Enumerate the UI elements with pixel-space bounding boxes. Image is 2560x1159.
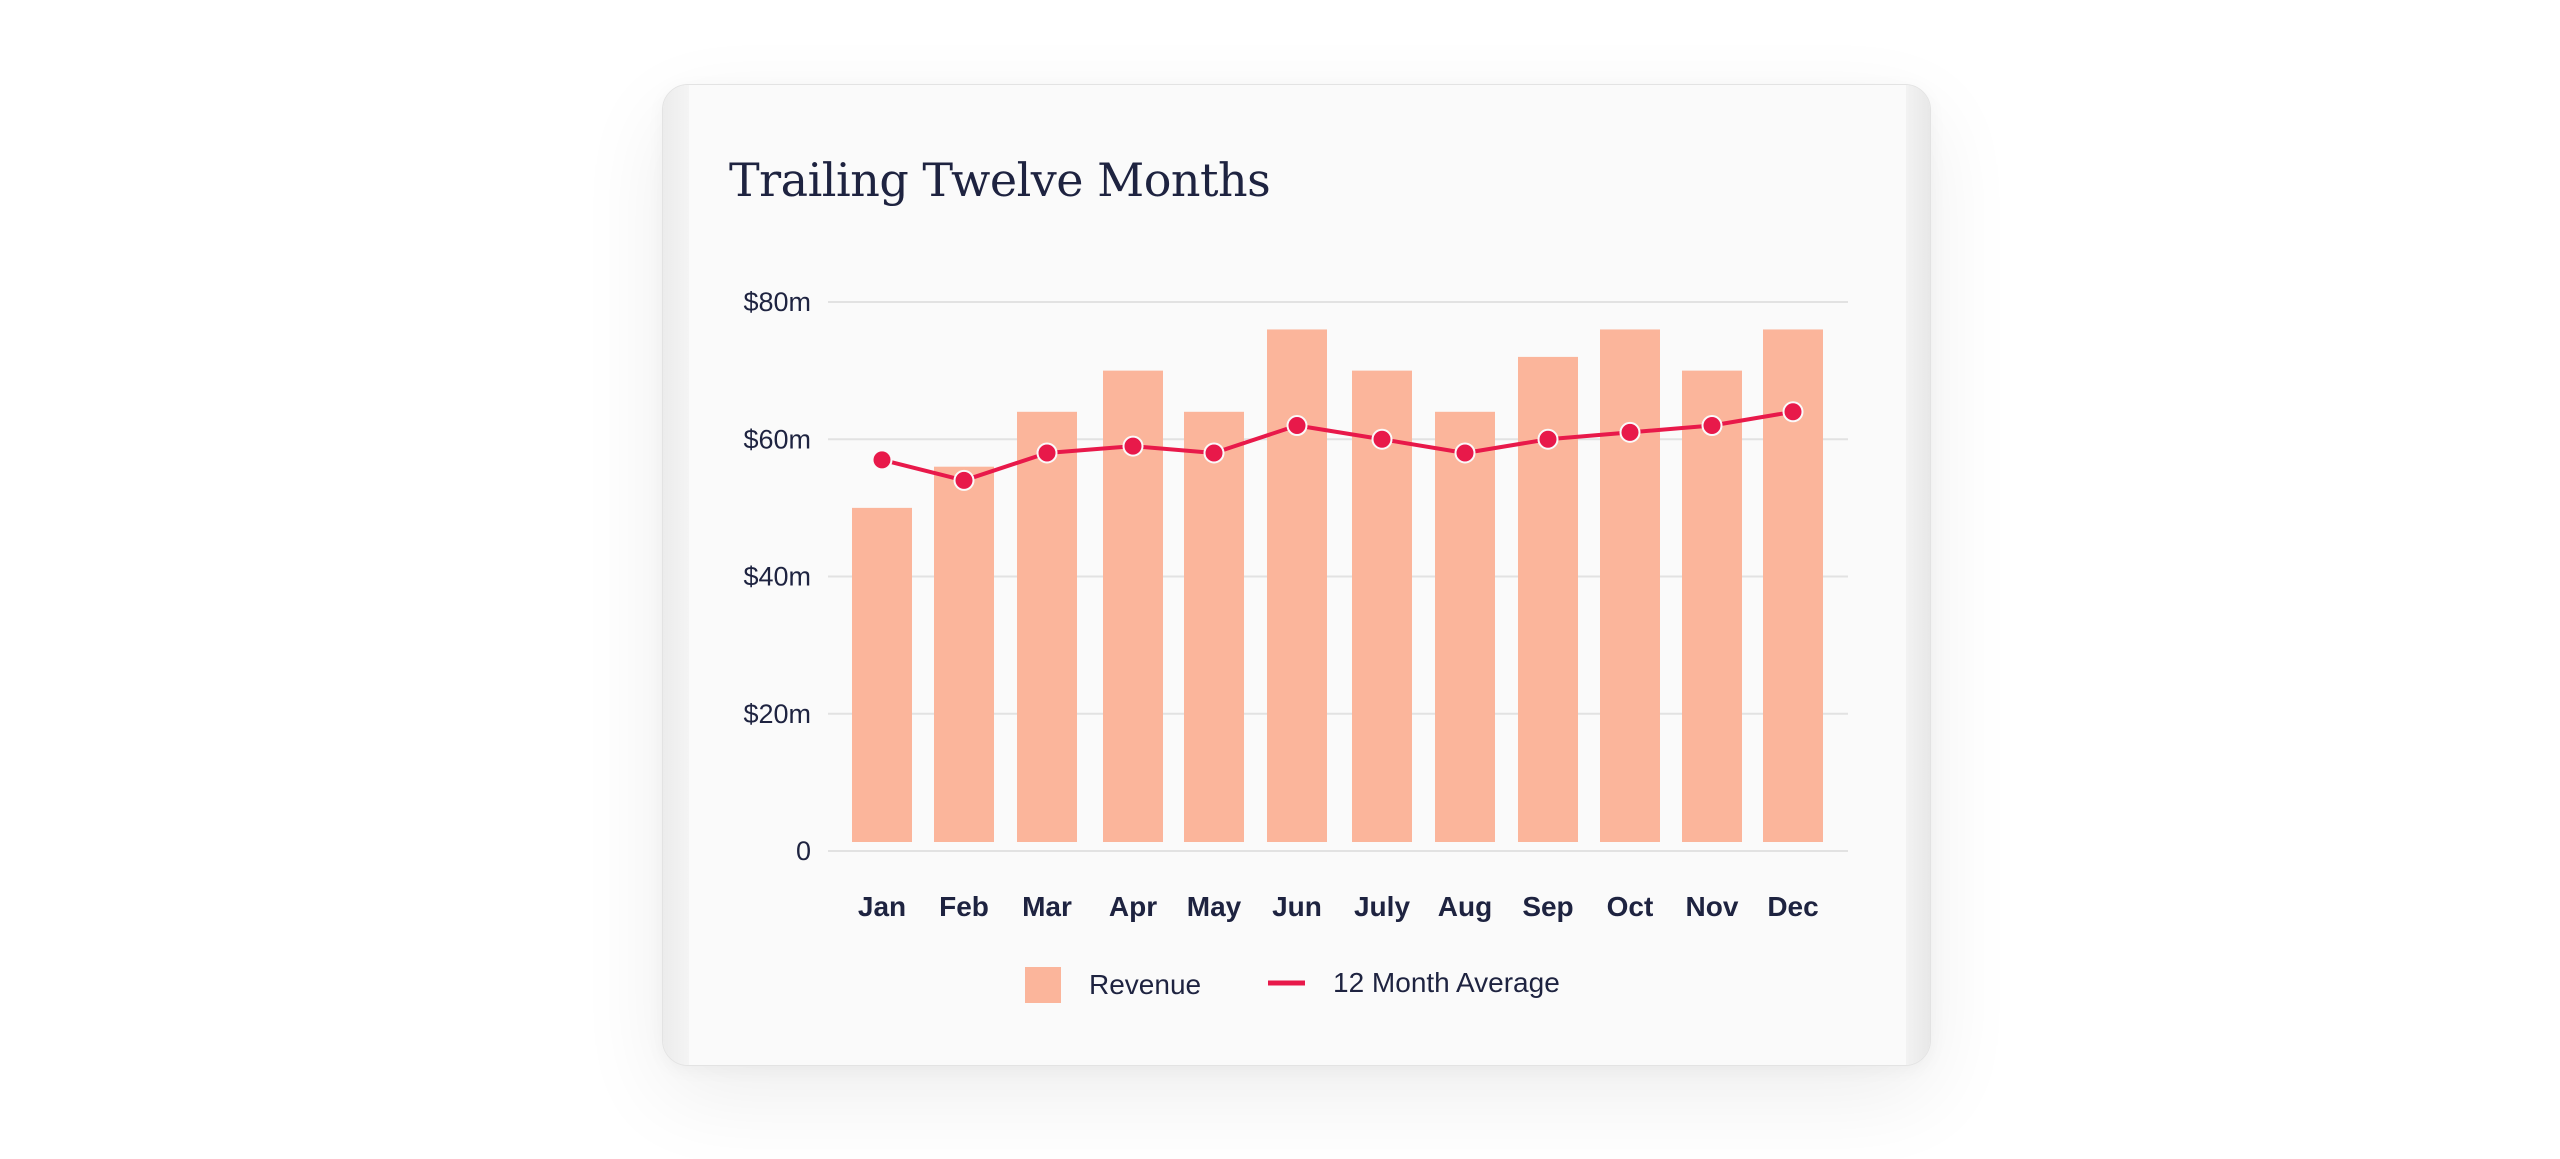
legend-revenue-swatch [1025, 967, 1061, 1003]
y-tick-label: $20m [743, 699, 811, 729]
average-point [1371, 428, 1393, 450]
average-point [1036, 442, 1058, 464]
average-point [953, 469, 975, 491]
x-tick-label: Oct [1607, 891, 1654, 922]
average-point [1286, 415, 1308, 437]
legend: Revenue 12 Month Average [1025, 967, 1560, 1003]
chart-title: Trailing Twelve Months [729, 153, 1271, 207]
average-series-line [881, 409, 1794, 483]
x-tick-label: Apr [1109, 891, 1157, 922]
x-tick-label: Mar [1022, 891, 1072, 922]
average-point [1619, 421, 1641, 443]
average-point [1454, 442, 1476, 464]
average-point [1701, 415, 1723, 437]
y-tick-label: $80m [743, 287, 811, 317]
revenue-bar [1267, 329, 1327, 842]
x-tick-label: Aug [1438, 891, 1492, 922]
y-tick-label: $40m [743, 562, 811, 592]
average-point [1203, 442, 1225, 464]
average-point [1537, 428, 1559, 450]
x-tick-label: Sep [1522, 891, 1573, 922]
revenue-bar [1682, 370, 1742, 842]
x-tick-label: Jun [1272, 891, 1322, 922]
average-point [1122, 435, 1144, 457]
revenue-bar [1184, 411, 1244, 842]
x-tick-label: July [1354, 891, 1410, 922]
average-line [871, 401, 1804, 491]
y-tick-label: $60m [743, 424, 811, 454]
revenue-bar [1435, 411, 1495, 842]
grid-lines [828, 301, 1848, 852]
average-point [871, 449, 893, 471]
x-tick-label: May [1187, 891, 1242, 922]
legend-average-label: 12 Month Average [1333, 967, 1560, 998]
revenue-bars [852, 329, 1823, 842]
revenue-bar [1017, 411, 1077, 842]
y-axis-ticks: 0 $20m $40m $60m $80m [743, 287, 811, 866]
x-tick-label: Jan [858, 891, 906, 922]
x-tick-label: Nov [1686, 891, 1739, 922]
combo-chart: 0 $20m $40m $60m $80m Jan Feb Mar Apr May Jun July… [743, 287, 1848, 1003]
revenue-bar [934, 466, 994, 842]
revenue-bar [1600, 329, 1660, 842]
x-tick-label: Dec [1767, 891, 1818, 922]
revenue-bar [852, 507, 912, 842]
y-tick-label: 0 [796, 836, 811, 866]
legend-revenue-label: Revenue [1089, 969, 1201, 1000]
average-point [1782, 401, 1804, 423]
x-tick-label: Feb [939, 891, 989, 922]
chart-card: Trailing Twelve Months 0 $20m $40m $60m $80m… [662, 84, 1931, 1066]
x-axis-ticks: Jan Feb Mar Apr May Jun July Aug Sep Oct Nov Dec [858, 891, 1819, 922]
